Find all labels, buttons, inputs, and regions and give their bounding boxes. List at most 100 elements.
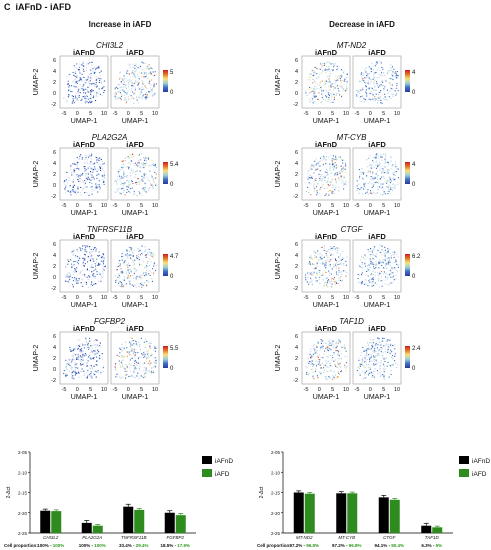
umap-cell [381, 254, 383, 256]
umap-cell [397, 75, 399, 77]
umap-cell [104, 177, 106, 179]
umap-cell [306, 372, 308, 374]
umap-cell [327, 184, 329, 186]
umap-cell [340, 75, 342, 77]
umap-cell [358, 366, 360, 368]
umap-cell [118, 360, 120, 362]
umap-cell [72, 99, 74, 101]
umap-cell [87, 375, 89, 377]
umap-cell [71, 360, 73, 362]
umap-cell [129, 154, 131, 156]
umap-cell [365, 98, 367, 100]
umap-xtick: 0 [318, 203, 321, 209]
umap-cell [368, 87, 370, 89]
umap-cell [114, 366, 116, 368]
umap-cell [127, 63, 129, 65]
umap-cell [337, 375, 339, 377]
umap-cell [342, 177, 344, 179]
umap-cell [330, 254, 332, 256]
umap-cell [318, 361, 320, 363]
umap-cell [126, 356, 128, 358]
umap-cell [394, 184, 396, 186]
umap-cell [315, 256, 317, 258]
umap-cell [76, 68, 78, 70]
umap-cell [93, 273, 95, 275]
umap-cell [144, 159, 146, 161]
umap-cell [391, 165, 393, 167]
umap-cell [74, 87, 76, 89]
umap-cell [82, 173, 84, 175]
umap-cell [388, 184, 390, 186]
umap-cell [121, 283, 123, 285]
umap-cell [99, 93, 101, 95]
umap-cell [360, 171, 362, 173]
umap-cell [324, 171, 326, 173]
umap-cell [90, 371, 92, 373]
umap-cell [330, 279, 332, 281]
umap-cell [123, 160, 125, 162]
umap-cell [370, 262, 372, 264]
umap-cell [320, 259, 322, 261]
umap-cell [380, 375, 382, 377]
umap-cell [371, 285, 373, 287]
umap-cell [338, 279, 340, 281]
umap-ytick: -2 [51, 378, 56, 384]
umap-cell [318, 164, 320, 166]
umap-cell [333, 345, 335, 347]
umap-cell [129, 64, 131, 66]
umap-cell [98, 262, 100, 264]
umap-cell [319, 179, 321, 181]
umap-cell [315, 279, 317, 281]
umap-cell [330, 160, 332, 162]
umap-cell [312, 90, 314, 92]
umap-cell [89, 83, 91, 85]
umap-cell [362, 370, 364, 372]
scale-max: 4 [412, 162, 416, 168]
umap-cell [327, 173, 329, 175]
umap-cell [374, 271, 376, 273]
umap-cell [360, 89, 362, 91]
umap-cell [320, 339, 322, 341]
umap-cell [128, 183, 130, 185]
umap-cell [345, 260, 347, 262]
umap-xtick: 0 [76, 295, 79, 301]
umap-cell [102, 263, 104, 265]
umap-ytick: 0 [295, 275, 298, 281]
umap-cell [317, 98, 319, 100]
umap-cell [84, 170, 86, 172]
umap-cell [384, 193, 386, 195]
umap-cell [373, 254, 375, 256]
umap-cell [310, 361, 312, 363]
umap-cell [379, 169, 381, 171]
umap-cell [145, 86, 147, 88]
umap-cell [91, 366, 93, 368]
umap-cell [129, 79, 131, 81]
umap-cell [391, 267, 393, 269]
umap-cell [72, 96, 74, 98]
umap-cell [334, 158, 336, 160]
umap-cell [328, 270, 330, 272]
umap-cell [322, 63, 324, 65]
umap-cell [126, 175, 128, 177]
umap-cell [310, 364, 312, 366]
umap-cell [149, 187, 151, 189]
umap-cell [365, 371, 367, 373]
umap-cell [397, 168, 399, 170]
umap-cell [359, 188, 361, 190]
umap-cell [360, 187, 362, 189]
umap-xtick: 0 [318, 295, 321, 301]
scale-max: 5.4 [170, 162, 179, 168]
umap-cell [71, 171, 73, 173]
umap-cell [73, 171, 75, 173]
umap-cell [147, 349, 149, 351]
umap-cell [379, 286, 381, 288]
umap-cell [84, 245, 86, 247]
umap-cell [139, 193, 141, 195]
umap-cell [98, 187, 100, 189]
umap-cell [145, 369, 147, 371]
umap-cell [330, 93, 332, 95]
umap-cell [377, 96, 379, 98]
umap-cell [329, 181, 331, 183]
umap-cell [317, 356, 319, 358]
umap-cell [380, 187, 382, 189]
